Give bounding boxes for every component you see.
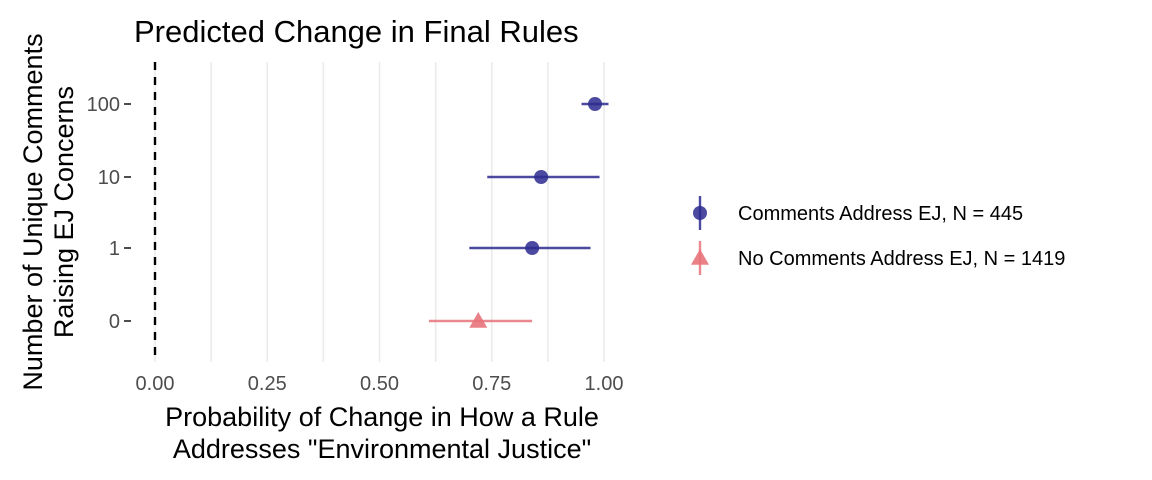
data-point — [588, 97, 603, 111]
chart-title: Predicted Change in Final Rules — [134, 14, 579, 49]
legend-key-marker — [693, 206, 707, 220]
y-axis-title-line: Number of Unique Comments — [18, 33, 48, 390]
y-tick-label: 0 — [109, 311, 120, 333]
grid — [154, 62, 605, 362]
y-axis-title: Number of Unique Comments Raising EJ Conc… — [18, 33, 79, 390]
y-axis-title-line: Raising EJ Concerns — [49, 86, 79, 338]
data-point — [469, 312, 488, 328]
legend-label: Comments Address EJ, N = 445 — [738, 203, 1023, 225]
legend: Comments Address EJ, N = 445 No Comments … — [691, 196, 1065, 275]
x-tick-label: 0.50 — [360, 373, 399, 395]
x-tick-label: 0.25 — [248, 373, 287, 395]
data-point — [534, 170, 549, 184]
x-tick-label: 1.00 — [585, 373, 624, 395]
tick-labels: 0.00 0.25 0.50 0.75 1.00 0 1 10 100 — [87, 94, 624, 395]
x-axis-title: Probability of Change in How a RuleAddre… — [165, 402, 599, 464]
x-axis-title-line: Addresses "Environmental Justice" — [173, 434, 591, 464]
x-axis-title-line: Probability of Change in How a Rule — [165, 402, 599, 432]
x-tick-label: 0.75 — [472, 373, 511, 395]
data-marks — [428, 97, 609, 328]
y-tick-label: 100 — [87, 94, 120, 116]
data-point — [525, 241, 540, 255]
legend-key-marker — [691, 249, 709, 265]
y-tick-label: 10 — [98, 167, 120, 189]
y-tick-label: 1 — [109, 238, 120, 260]
legend-label: No Comments Address EJ, N = 1419 — [738, 248, 1065, 270]
x-tick-label: 0.00 — [136, 373, 175, 395]
